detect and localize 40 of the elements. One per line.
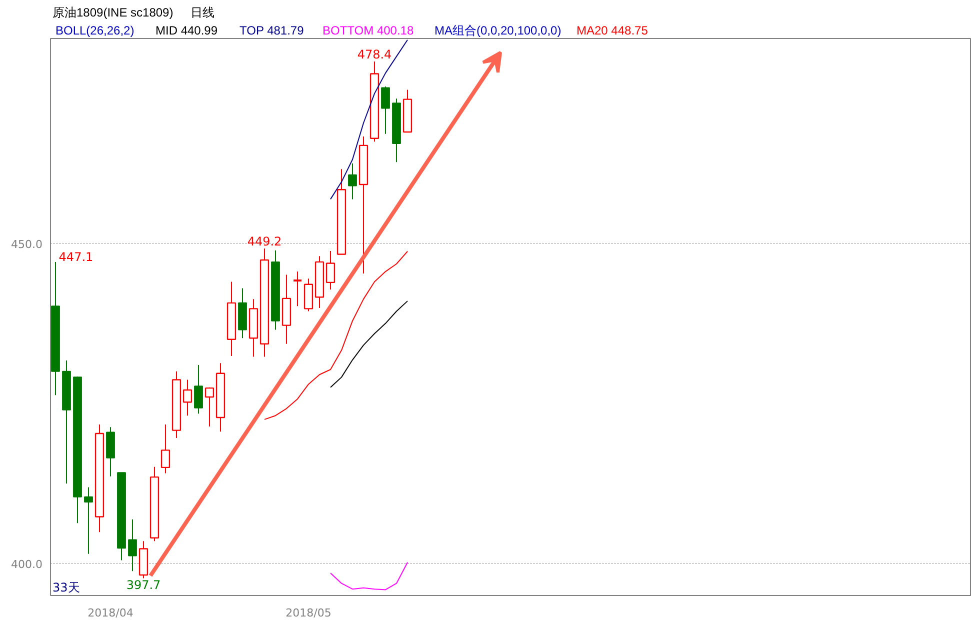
candlestick (314, 256, 324, 309)
line-series (264, 250, 408, 420)
text: MA20 448.75 (576, 24, 648, 38)
chart-title: 原油1809(INE sc1809) (52, 6, 174, 20)
candlestick (226, 281, 236, 357)
line-series (330, 300, 408, 388)
candlestick (106, 426, 115, 477)
candlestick (128, 518, 137, 572)
candlestick (51, 261, 60, 396)
x-tick-label: 2018/05 (286, 606, 332, 620)
annotation: 447.1 (58, 250, 94, 264)
text: BOLL(26,26,2) (56, 24, 134, 38)
text: MA组合(0,0,20,100,0,0) (434, 24, 562, 38)
annotation: 478.4 (357, 48, 392, 62)
candlestick (282, 274, 292, 344)
line-series (330, 39, 408, 200)
y-tick-label: 400.0 (11, 558, 43, 571)
candlestick (182, 379, 192, 416)
candlestick (260, 248, 270, 358)
chart-subtitle: 日线 (190, 6, 214, 20)
y-tick-label: 450.0 (11, 238, 43, 251)
annotation: 397.7 (126, 578, 161, 592)
candlestick (348, 162, 357, 200)
candlestick (62, 360, 71, 484)
candlestick (326, 250, 336, 290)
candlestick (216, 362, 226, 432)
candlestick (358, 136, 368, 274)
candlestick (238, 288, 247, 339)
annotation: 449.2 (247, 234, 282, 248)
annotation: 33天 (52, 580, 80, 595)
text: MID 440.99 (156, 24, 218, 38)
candlestick (248, 298, 258, 358)
candlestick (172, 370, 182, 439)
candlestick (94, 424, 104, 533)
text: BOTTOM 400.18 (322, 24, 414, 38)
candlestick (84, 486, 93, 554)
candlestick (271, 250, 280, 330)
text: TOP 481.79 (240, 24, 304, 38)
x-tick-label: 2018/04 (88, 606, 134, 620)
line-series (330, 562, 408, 590)
